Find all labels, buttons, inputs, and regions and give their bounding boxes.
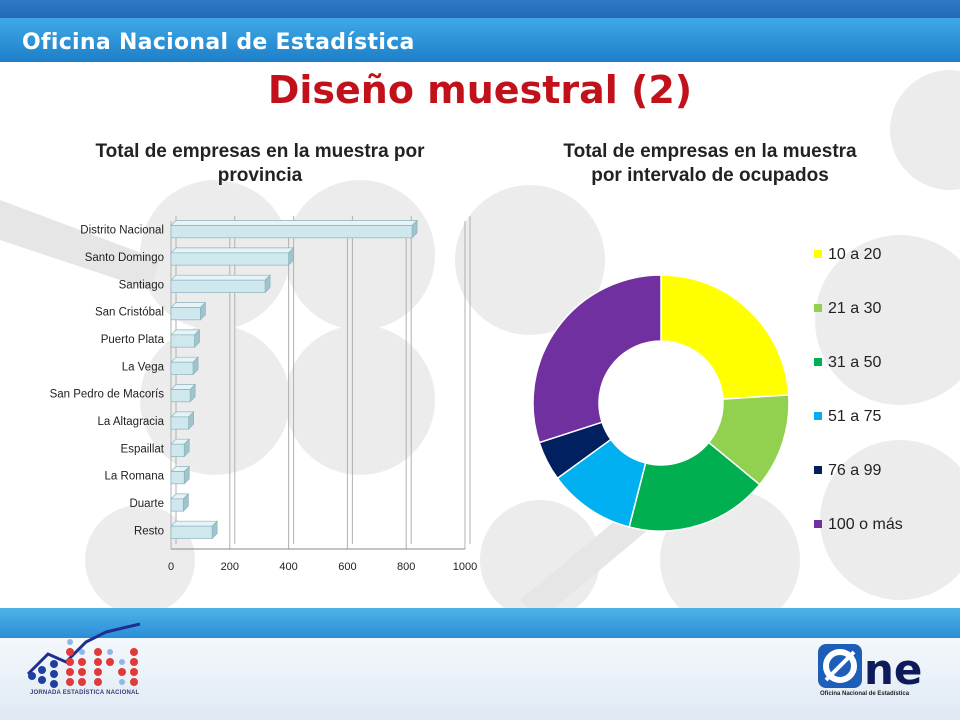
bar <box>170 329 201 348</box>
one-logo-mark: ne <box>864 645 922 694</box>
donut-slice <box>532 274 662 444</box>
category-label: San Pedro de Macorís <box>50 389 165 401</box>
legend-swatch <box>814 412 822 420</box>
bar-front <box>170 416 189 430</box>
category-label: Distrito Nacional <box>80 225 164 237</box>
one-logo-text: Oficina Nacional de Estadística <box>820 691 910 697</box>
bar-top <box>170 302 207 308</box>
x-tick-label: 400 <box>279 561 297 573</box>
category-label: Puerto Plata <box>101 334 165 346</box>
bar-chart-title: Total de empresas en la muestra por prov… <box>95 141 425 186</box>
category-label: Santiago <box>119 279 164 291</box>
donut-chart-title: Total de empresas en la muestra por inte… <box>563 141 857 186</box>
jornada-logo <box>26 622 141 688</box>
bar <box>170 493 190 512</box>
header-bar <box>0 0 960 62</box>
legend-label: 31 a 50 <box>828 354 881 371</box>
one-logo: ne <box>818 644 922 694</box>
bar <box>170 383 196 403</box>
jornada-logo-text: JORNADA ESTADÍSTICA NACIONAL <box>30 690 140 696</box>
category-label: Duarte <box>129 498 164 510</box>
header-stripe <box>0 18 960 62</box>
bar-chart: 0 200 400 600 800 1000 Distrito Nacional Santo … <box>50 216 477 573</box>
category-label: La Altagracia <box>98 416 165 428</box>
bar-front <box>170 498 184 512</box>
legend-label: 51 a 75 <box>828 408 881 425</box>
x-tick-label: 600 <box>338 561 356 573</box>
bar <box>170 219 418 239</box>
category-label: La Romana <box>105 471 165 483</box>
x-tick-label: 200 <box>221 561 239 573</box>
bar <box>170 301 207 321</box>
bar-front <box>170 252 289 266</box>
category-label: Santo Domingo <box>85 252 164 264</box>
legend-swatch <box>814 250 822 258</box>
footer-panel <box>0 638 960 720</box>
page-title: Diseño muestral (2) <box>267 68 693 112</box>
x-tick-label: 800 <box>397 561 415 573</box>
legend-swatch <box>814 358 822 366</box>
category-label: La Vega <box>122 361 165 373</box>
footer-band <box>0 608 960 638</box>
donut-chart: 10 a 20 21 a 30 31 a 50 51 a 75 76 a 99 100 o… <box>532 246 903 533</box>
bar-top <box>170 520 219 527</box>
category-label: Espaillat <box>121 443 165 455</box>
bar-front <box>170 279 266 293</box>
bar-front <box>170 443 185 457</box>
bar <box>170 356 199 376</box>
bar-top <box>170 247 295 254</box>
legend-label: 10 a 20 <box>828 246 881 263</box>
legend-label: 76 a 99 <box>828 462 881 479</box>
donut-slice <box>628 441 761 532</box>
bar <box>170 411 195 430</box>
bar-front <box>170 225 413 239</box>
bar-front <box>170 389 191 403</box>
x-tick-label: 1000 <box>453 561 477 573</box>
footer <box>0 608 960 720</box>
legend-label: 21 a 30 <box>828 300 881 317</box>
donut-slice <box>660 274 790 400</box>
bar <box>170 438 191 458</box>
bar-top <box>170 274 271 281</box>
bar <box>170 247 295 266</box>
bar-front <box>170 307 201 321</box>
bar-top <box>170 220 418 226</box>
category-label: San Cristóbal <box>95 307 164 319</box>
bar <box>170 274 271 294</box>
bar-front <box>170 525 213 539</box>
bar-front <box>170 471 185 485</box>
bar <box>170 465 191 485</box>
legend-label: 100 o más <box>828 516 903 533</box>
legend-swatch <box>814 304 822 312</box>
legend-swatch <box>814 520 822 528</box>
x-tick-label: 0 <box>168 561 174 573</box>
legend-swatch <box>814 466 822 474</box>
bar-front <box>170 361 194 375</box>
bar-front <box>170 334 195 348</box>
category-label: Resto <box>134 525 164 537</box>
bar <box>170 520 219 540</box>
org-name: Oficina Nacional de Estadística <box>22 30 415 55</box>
